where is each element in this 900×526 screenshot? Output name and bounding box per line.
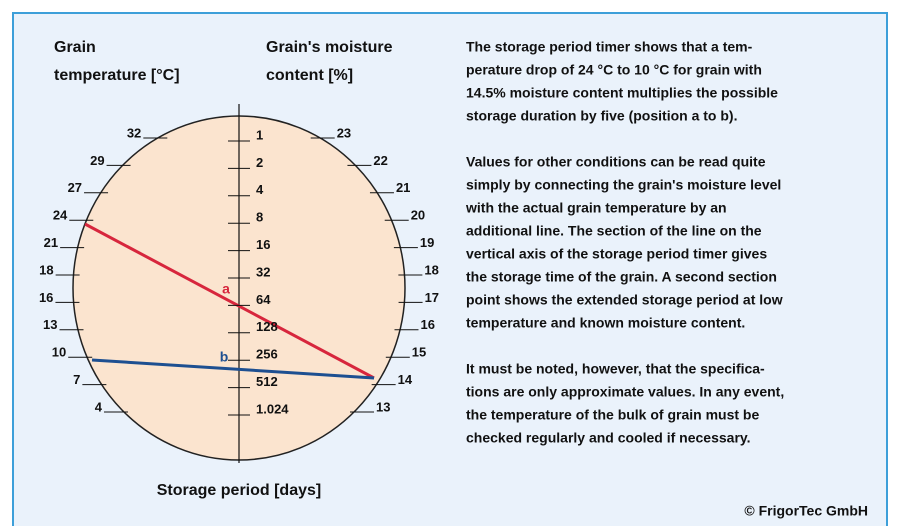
line-b bbox=[91, 358, 375, 380]
temperature-label: 13 bbox=[43, 317, 57, 332]
moisture-label: 18 bbox=[424, 262, 438, 277]
paragraph-line: simply by connecting the grain's moistur… bbox=[466, 177, 781, 193]
paragraph-line: the storage time of the grain. A second … bbox=[466, 269, 777, 285]
moisture-label: 13 bbox=[376, 399, 390, 414]
storage-label: 4 bbox=[256, 182, 264, 197]
storage-label: 32 bbox=[256, 264, 270, 279]
line-a bbox=[84, 222, 375, 380]
moisture-label: 19 bbox=[420, 235, 434, 250]
paragraph-line: vertical axis of the storage period time… bbox=[466, 246, 767, 262]
header-moisture: Grain's moisture bbox=[266, 39, 393, 56]
temperature-label: 10 bbox=[52, 345, 66, 360]
moisture-label: 22 bbox=[373, 153, 387, 168]
storage-label: 512 bbox=[256, 374, 278, 389]
storage-label: 1 bbox=[256, 127, 263, 142]
storage-label: 64 bbox=[256, 292, 271, 307]
paragraph-line: with the actual grain temperature by an bbox=[465, 200, 727, 216]
temperature-label: 7 bbox=[73, 372, 80, 387]
temperature-label: 24 bbox=[53, 208, 68, 223]
temperature-label: 32 bbox=[127, 125, 141, 140]
storage-label: 8 bbox=[256, 210, 263, 225]
paragraph-line: The storage period timer shows that a te… bbox=[466, 39, 753, 55]
temperature-label: 21 bbox=[44, 235, 58, 250]
temperature-label: 29 bbox=[90, 153, 104, 168]
temperature-label: 4 bbox=[95, 399, 103, 414]
paragraph-line: Values for other conditions can be read … bbox=[466, 154, 766, 170]
paragraph-line: perature drop of 24 °C to 10 °C for grai… bbox=[466, 62, 762, 78]
storage-label: 2 bbox=[256, 155, 263, 170]
paragraph-line: storage duration by five (position a to … bbox=[466, 108, 737, 124]
moisture-label: 21 bbox=[396, 180, 410, 195]
storage-label: 1.024 bbox=[256, 401, 289, 416]
paragraph-line: temperature and known moisture content. bbox=[466, 315, 745, 331]
moisture-label: 16 bbox=[420, 317, 434, 332]
storage-label: 128 bbox=[256, 319, 278, 334]
copyright: © FrigorTec GmbH bbox=[744, 503, 868, 519]
moisture-label: 15 bbox=[412, 345, 426, 360]
paragraph-line: 14.5% moisture content multiplies the po… bbox=[466, 85, 778, 101]
storage-label: 256 bbox=[256, 347, 278, 362]
moisture-label: 20 bbox=[411, 208, 425, 223]
paragraph-line: It must be noted, however, that the spec… bbox=[466, 361, 765, 377]
marker-a: a bbox=[222, 281, 230, 297]
moisture-label: 17 bbox=[425, 290, 439, 305]
paragraph-line: additional line. The section of the line… bbox=[466, 223, 762, 239]
panel-border bbox=[12, 12, 888, 526]
moisture-label: 14 bbox=[398, 372, 413, 387]
storage-label: 16 bbox=[256, 237, 270, 252]
paragraph-line: point shows the extended storage period … bbox=[466, 292, 783, 308]
header-temperature: Grain bbox=[54, 39, 96, 56]
temperature-label: 27 bbox=[68, 180, 82, 195]
moisture-label: 23 bbox=[337, 125, 351, 140]
marker-b: b bbox=[220, 349, 229, 365]
paragraph-line: checked regularly and cooled if necessar… bbox=[466, 430, 751, 446]
temperature-label: 16 bbox=[39, 290, 53, 305]
paragraph-line: tions are only approximate values. In an… bbox=[466, 384, 784, 400]
axis-title: Storage period [days] bbox=[157, 482, 321, 499]
paragraph-line: the temperature of the bulk of grain mus… bbox=[466, 407, 759, 423]
temperature-label: 18 bbox=[39, 262, 53, 277]
header-temperature: temperature [°C] bbox=[54, 67, 180, 84]
header-moisture: content [%] bbox=[266, 67, 353, 84]
